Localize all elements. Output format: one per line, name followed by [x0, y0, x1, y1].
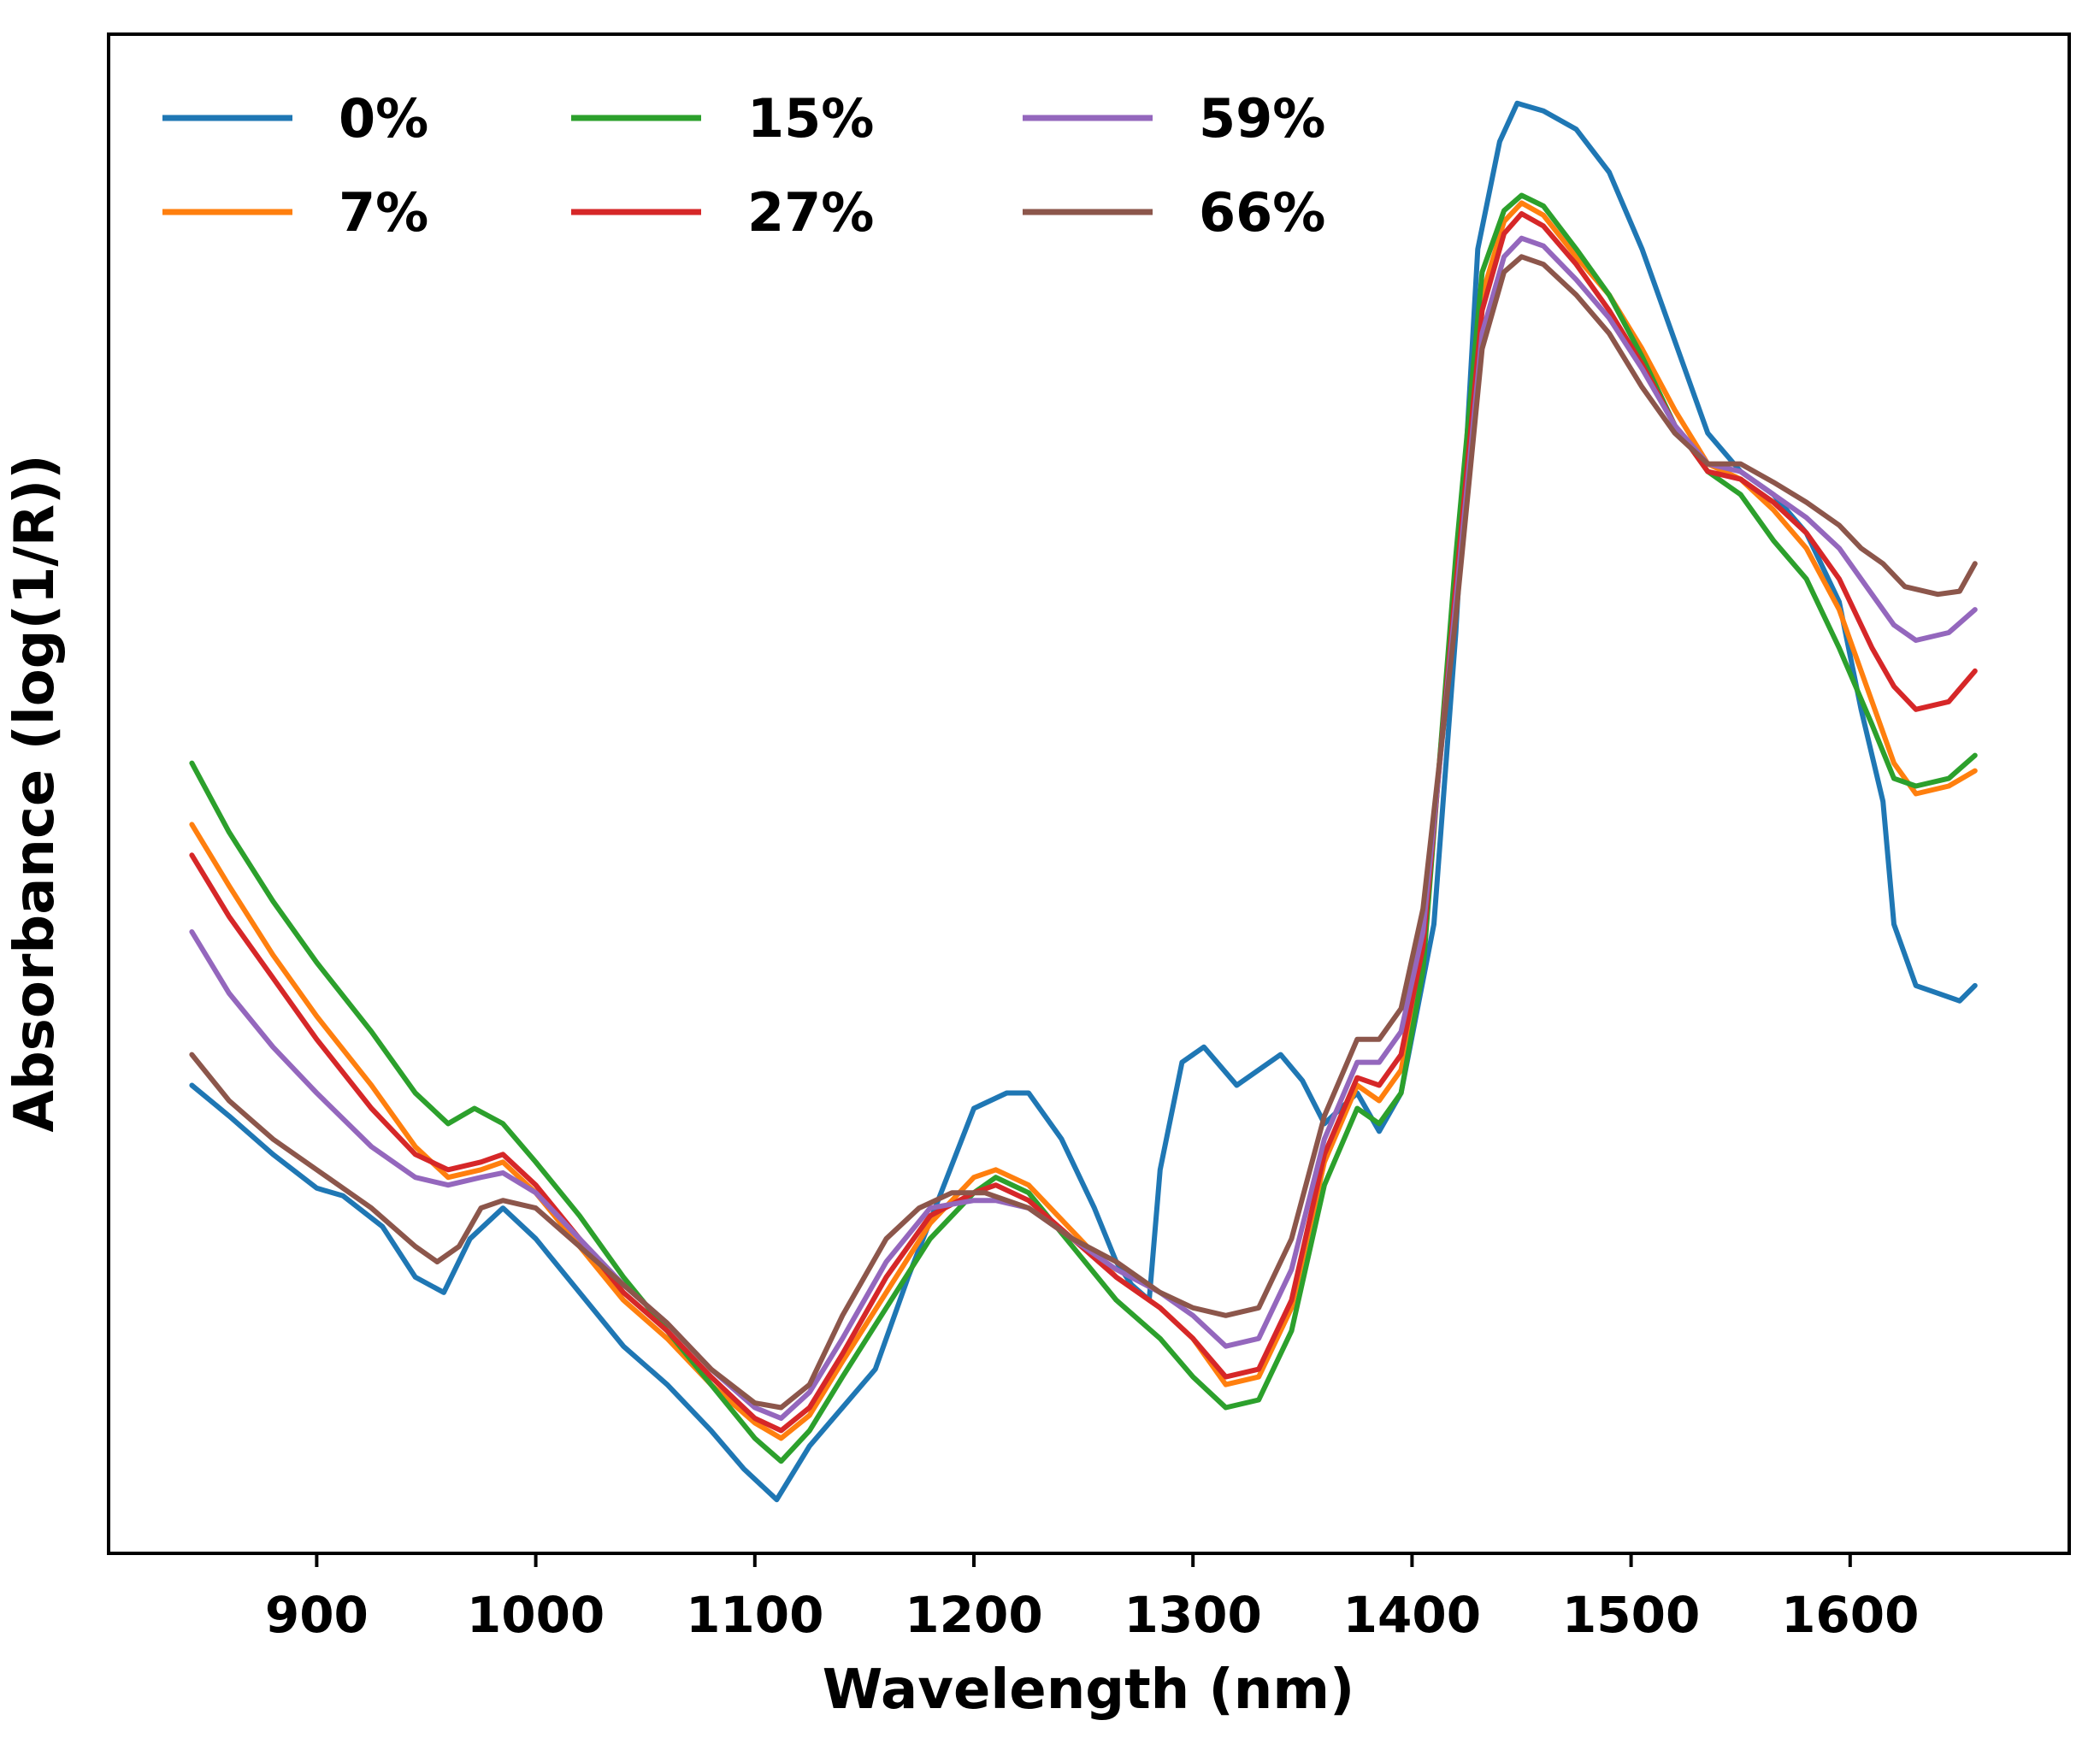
legend-label-15pct: 15%: [747, 87, 874, 150]
legend-label-27pct: 27%: [747, 181, 874, 244]
x-axis-title: Wavelength (nm): [823, 1658, 1355, 1722]
legend-label-66pct: 66%: [1199, 181, 1325, 244]
x-tick-label: 1600: [1781, 1586, 1919, 1644]
y-axis-title: Absorbance (log(1/R)): [3, 454, 67, 1132]
plot-frame: [107, 32, 2071, 1555]
series-line-66pct: [189, 254, 1978, 1411]
legend-label-0pct: 0%: [339, 87, 428, 150]
series-line-27pct: [189, 211, 1978, 1434]
legend-label-7pct: 7%: [339, 181, 428, 244]
x-tick-label: 1000: [467, 1586, 605, 1644]
x-tick-label: 1100: [686, 1586, 823, 1644]
x-tick-label: 1200: [905, 1586, 1042, 1644]
x-tick-label: 1500: [1562, 1586, 1700, 1644]
series-layer: [189, 100, 1978, 1503]
x-axis-ticks: 900 1000 1100 1200 1300 1400 1500 1600: [265, 1553, 1920, 1644]
x-tick-label: 1400: [1343, 1586, 1481, 1644]
legend: 0% 7% 15% 27% 59% 66%: [162, 87, 1325, 244]
x-tick-label: 1300: [1124, 1586, 1261, 1644]
x-tick-label: 900: [265, 1586, 369, 1644]
legend-label-59pct: 59%: [1199, 87, 1325, 150]
